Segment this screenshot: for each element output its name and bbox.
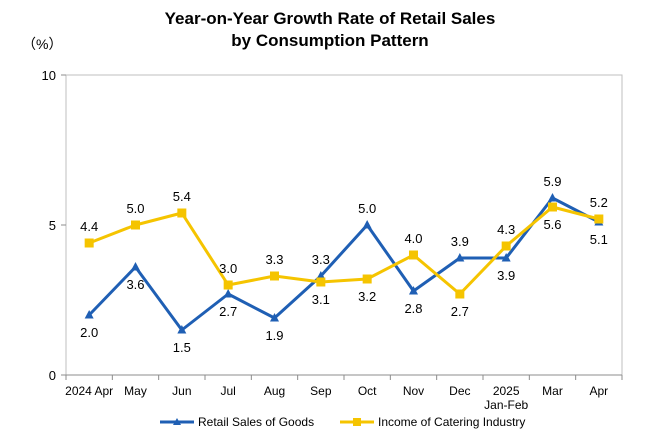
data-point-catering	[455, 289, 465, 299]
data-point-catering	[84, 238, 94, 248]
data-point-retail	[501, 253, 511, 262]
legend-label-catering: Income of Catering Industry	[378, 415, 526, 429]
data-label-catering: 3.1	[312, 292, 330, 307]
x-tick-label: Dec	[449, 384, 470, 398]
x-tick-label: Jul	[220, 384, 235, 398]
data-point-retail	[270, 313, 279, 322]
x-tick-label: 2024 Apr	[65, 384, 113, 398]
data-point-retail	[409, 286, 418, 295]
x-tick-label: Jun	[172, 384, 191, 398]
data-point-catering	[177, 208, 187, 218]
chart-subtitle: by Consumption Pattern	[231, 31, 429, 50]
data-label-catering: 3.3	[265, 252, 283, 267]
legend-label-retail: Retail Sales of Goods	[198, 415, 315, 429]
data-label-catering: 4.4	[80, 219, 98, 234]
data-point-retail	[362, 220, 372, 229]
data-point-retail	[316, 271, 326, 280]
series-line-catering	[88, 205, 600, 296]
x-tick-label: May	[124, 384, 147, 398]
data-label-catering: 2.7	[451, 304, 469, 319]
data-label-retail: 3.3	[312, 252, 330, 267]
data-label-retail: 3.9	[451, 234, 469, 249]
data-point-catering	[362, 274, 372, 284]
x-tick-label: 2025	[493, 384, 520, 398]
data-point-catering	[409, 250, 418, 260]
series-line-retail	[88, 196, 600, 332]
data-label-catering: 4.3	[497, 222, 515, 237]
x-tick-label: Apr	[589, 384, 608, 398]
data-label-retail: 3.6	[126, 277, 144, 292]
data-point-catering	[270, 271, 279, 281]
x-tick-label: Mar	[542, 384, 563, 398]
data-label-retail: 5.0	[358, 201, 376, 216]
legend-item-catering: Income of Catering Industry	[340, 412, 525, 432]
data-label-catering: 5.2	[590, 195, 608, 210]
data-point-catering	[548, 202, 557, 212]
data-label-retail: 1.5	[173, 340, 191, 355]
data-label-retail: 2.7	[219, 304, 237, 319]
data-point-catering	[316, 277, 326, 287]
data-point-retail	[177, 325, 187, 334]
data-label-catering: 3.0	[219, 261, 237, 276]
data-point-retail	[131, 262, 140, 271]
data-point-retail	[223, 289, 233, 298]
data-point-retail	[455, 253, 465, 262]
plot-area	[65, 74, 623, 376]
y-tick-label: 5	[49, 218, 56, 233]
chart-title-line-1: Year-on-Year Growth Rate of Retail Sales	[164, 9, 496, 28]
data-label-retail: 5.9	[543, 174, 561, 189]
data-label-retail: 2.8	[404, 301, 422, 316]
data-label-catering: 5.6	[543, 217, 561, 232]
x-tick-sublabel: Jan-Feb	[484, 398, 528, 412]
data-label-retail: 3.9	[497, 268, 515, 283]
data-point-catering	[223, 280, 233, 290]
data-point-retail	[548, 193, 557, 202]
data-label-catering: 3.2	[358, 289, 376, 304]
x-tick-label: Nov	[403, 384, 424, 398]
x-tick-label: Sep	[310, 384, 332, 398]
x-tick-label: Aug	[264, 384, 285, 398]
data-label-catering: 5.4	[173, 189, 191, 204]
legend-swatch-retail	[160, 418, 194, 425]
x-tick-label: Oct	[358, 384, 377, 398]
data-point-catering	[131, 220, 140, 230]
data-point-catering	[501, 241, 511, 251]
data-label-retail: 5.1	[590, 232, 608, 247]
data-point-catering	[594, 214, 604, 224]
y-axis-unit-label: （%）	[22, 36, 63, 52]
data-label-catering: 4.0	[404, 231, 422, 246]
chart-title: Year-on-Year Growth Rate of Retail Sales…	[0, 8, 660, 52]
data-point-retail	[84, 310, 94, 319]
data-label-retail: 2.0	[80, 325, 98, 340]
y-tick-label: 10	[42, 68, 56, 83]
data-label-retail: 1.9	[265, 328, 283, 343]
y-tick-label: 0	[49, 368, 56, 383]
legend-item-retail: Retail Sales of Goods	[160, 412, 314, 432]
legend: Retail Sales of Goods Income of Catering…	[0, 412, 660, 432]
legend-swatch-catering	[340, 418, 374, 426]
data-label-catering: 5.0	[126, 201, 144, 216]
